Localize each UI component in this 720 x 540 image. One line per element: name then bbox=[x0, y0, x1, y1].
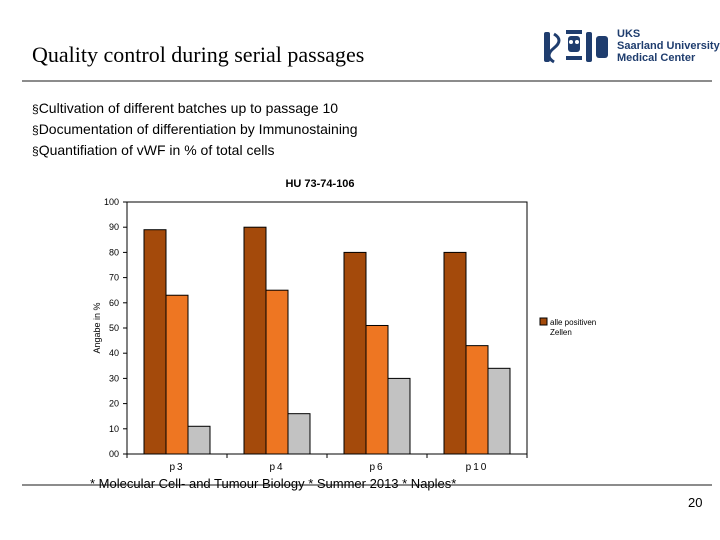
bar bbox=[465, 345, 489, 455]
bullet-item: Documentation of differentiation by Immu… bbox=[32, 119, 358, 140]
bar bbox=[387, 377, 411, 455]
uks-university-crest-icon bbox=[544, 30, 608, 64]
logo-text: UKS Saarland University Medical Center bbox=[617, 28, 720, 64]
uks-logo bbox=[544, 30, 608, 64]
footer-text: * Molecular Cell- and Tumour Biology * S… bbox=[90, 476, 457, 491]
y-tick-label: 40 bbox=[109, 348, 119, 358]
bar-chart: 00 10 20 30 40 50 60 70 80 90 100 Angabe in % p3 p4 p6… bbox=[92, 197, 596, 473]
header-divider bbox=[22, 80, 712, 82]
y-tick-label: 30 bbox=[109, 373, 119, 383]
bar bbox=[343, 251, 367, 455]
page-number: 20 bbox=[688, 495, 703, 510]
logo-line: Saarland University bbox=[617, 40, 720, 52]
bullet-item: Quantifiation of vWF in % of total cells bbox=[32, 140, 358, 161]
bar bbox=[365, 324, 389, 455]
x-tick-label: p4 bbox=[269, 462, 284, 473]
footer-divider bbox=[22, 484, 712, 486]
logo-line: UKS bbox=[617, 28, 641, 40]
y-tick-label: 90 bbox=[109, 222, 119, 232]
bar bbox=[487, 367, 511, 455]
bar bbox=[443, 251, 467, 455]
y-tick-label: 10 bbox=[109, 424, 119, 434]
y-tick-label: 60 bbox=[109, 298, 119, 308]
y-tick-label: 20 bbox=[109, 399, 119, 409]
y-tick-label: 100 bbox=[104, 197, 119, 207]
y-axis-label: Angabe in % bbox=[92, 302, 102, 353]
bar bbox=[187, 425, 211, 455]
bar bbox=[165, 294, 189, 455]
bar bbox=[243, 226, 267, 455]
bullet-list: Cultivation of different batches up to p… bbox=[32, 98, 358, 161]
y-tick-label: 80 bbox=[109, 247, 119, 257]
bar bbox=[143, 229, 167, 455]
logo-line: Medical Center bbox=[617, 52, 696, 64]
x-tick-label: p6 bbox=[369, 462, 384, 473]
y-tick-label: 50 bbox=[109, 323, 119, 333]
y-tick-label: 70 bbox=[109, 273, 119, 283]
bar bbox=[287, 413, 311, 455]
x-tick-label: p3 bbox=[169, 462, 184, 473]
legend-swatch bbox=[539, 317, 548, 326]
slide-title: Quality control during serial passages bbox=[32, 42, 365, 67]
bar bbox=[265, 289, 289, 455]
y-tick-label: 00 bbox=[109, 449, 119, 459]
bullet-item: Cultivation of different batches up to p… bbox=[32, 98, 358, 119]
chart-title: HU 73-74-106 bbox=[285, 178, 355, 190]
legend-label: alle positiven Zellen bbox=[550, 318, 596, 337]
x-tick-label: p10 bbox=[466, 462, 489, 473]
